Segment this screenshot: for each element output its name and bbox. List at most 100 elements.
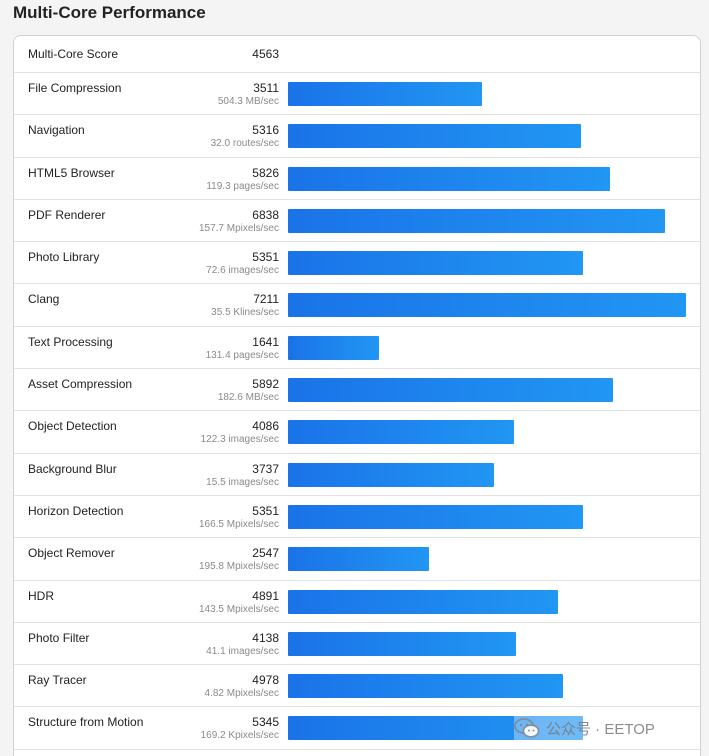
benchmark-score: 5892	[252, 377, 279, 392]
benchmark-score: 5351	[252, 503, 279, 518]
page-title: Multi-Core Performance	[13, 3, 206, 22]
benchmark-name: File Compression	[28, 81, 122, 95]
benchmark-rate: 504.3 MB/sec	[217, 96, 279, 107]
benchmark-score: 5826	[252, 165, 279, 180]
benchmark-score: 5316	[252, 123, 279, 138]
benchmark-row: Photo Library 5351 72.6 images/sec	[14, 242, 700, 285]
score-bar	[288, 631, 517, 656]
benchmark-score: 2547	[252, 546, 279, 561]
score-bar	[288, 462, 495, 487]
benchmark-rate: 122.3 images/sec	[200, 434, 279, 446]
benchmark-row: File Compression 3511 504.3 MB/sec	[14, 73, 700, 116]
benchmark-name: Ray Tracer	[28, 673, 87, 688]
benchmark-rate: 119.3 pages/sec	[206, 180, 279, 192]
benchmark-rate: 32.0 routes/sec	[210, 138, 279, 150]
score-value: 4563	[252, 47, 279, 61]
benchmark-score: 5351	[252, 250, 279, 265]
benchmark-rate: 195.8 Mpixels/sec	[198, 561, 279, 573]
bar-track	[288, 547, 688, 572]
score-bar	[288, 208, 666, 233]
benchmark-name: PDF Renderer	[28, 207, 106, 222]
score-bar	[288, 335, 379, 360]
benchmark-row: Object Detection 4086 122.3 images/sec	[14, 411, 700, 454]
score-bar	[288, 82, 482, 106]
benchmark-list: File Compression 3511 504.3 MB/sec Navigati…	[14, 73, 700, 750]
benchmark-row: Ray Tracer 4978 4.82 Mpixels/sec	[14, 665, 700, 708]
benchmark-rate: 182.6 MB/sec	[217, 392, 279, 404]
benchmark-name: Background Blur	[28, 461, 117, 476]
score-bar	[288, 378, 614, 403]
bar-track	[288, 589, 688, 614]
wechat-icon	[514, 718, 540, 738]
bar-track	[288, 420, 688, 445]
benchmark-rate: 72.6 images/sec	[206, 265, 279, 277]
watermark: 公众号 · EETOP	[514, 716, 655, 740]
benchmark-rate: 143.5 Mpixels/sec	[198, 603, 279, 615]
benchmark-row: Object Remover 2547 195.8 Mpixels/sec	[14, 538, 700, 581]
benchmark-name: Navigation	[28, 123, 85, 138]
bar-track	[288, 462, 688, 487]
benchmark-row: Navigation 5316 32.0 routes/sec	[14, 115, 700, 158]
benchmark-row: Asset Compression 5892 182.6 MB/sec	[14, 369, 700, 412]
bar-track	[288, 674, 688, 699]
benchmark-rate: 35.5 Klines/sec	[211, 307, 279, 319]
bar-track	[288, 251, 688, 276]
benchmark-name: Clang	[28, 292, 60, 307]
bar-track	[288, 124, 688, 149]
benchmark-name: HDR	[28, 588, 54, 603]
benchmark-rate: 4.82 Mpixels/sec	[204, 688, 279, 700]
benchmark-name: Photo Filter	[28, 630, 90, 645]
benchmark-row: HDR 4891 143.5 Mpixels/sec	[14, 581, 700, 623]
score-bar	[288, 166, 610, 191]
benchmark-name: Asset Compression	[28, 377, 133, 392]
benchmark-name: Photo Library	[28, 250, 100, 265]
benchmark-score: 4978	[252, 673, 279, 688]
benchmark-score: 3511	[253, 81, 279, 95]
score-bar	[288, 589, 558, 614]
benchmark-name: Object Remover	[28, 546, 115, 561]
benchmark-score: 1641	[252, 334, 279, 349]
benchmark-rate: 131.4 pages/sec	[205, 349, 279, 361]
benchmark-name: Horizon Detection	[28, 503, 124, 518]
benchmark-score: 4891	[252, 588, 279, 603]
bar-track	[288, 208, 688, 233]
bar-track	[288, 82, 688, 106]
watermark-text: 公众号 · EETOP	[546, 720, 655, 738]
benchmark-score: 4138	[252, 630, 279, 645]
bar-track	[288, 293, 688, 318]
score-bar	[288, 504, 584, 529]
benchmark-rate: 41.1 images/sec	[206, 645, 279, 657]
bar-track	[288, 378, 688, 403]
benchmark-score: 4086	[252, 419, 279, 434]
benchmark-rate: 157.7 Mpixels/sec	[198, 222, 279, 234]
benchmark-rate: 169.2 Kpixels/sec	[200, 730, 279, 742]
score-bar	[288, 293, 686, 318]
benchmark-score: 3737	[252, 461, 279, 476]
score-bar	[288, 251, 584, 276]
score-bar	[288, 124, 582, 149]
benchmark-name: Text Processing	[28, 334, 113, 349]
benchmark-row: Clang 7211 35.5 Klines/sec	[14, 284, 700, 327]
score-label: Multi-Core Score	[28, 47, 119, 61]
benchmark-score: 7211	[253, 292, 279, 307]
benchmark-row: Horizon Detection 5351 166.5 Mpixels/sec	[14, 496, 700, 539]
benchmark-score: 6838	[252, 207, 279, 222]
benchmark-name: Object Detection	[28, 419, 117, 434]
benchmark-score: 5345	[252, 715, 279, 730]
score-bar	[288, 420, 514, 445]
benchmark-row: Text Processing 1641 131.4 pages/sec	[14, 327, 700, 370]
score-bar	[288, 674, 563, 699]
bar-track	[288, 504, 688, 529]
benchmark-name: HTML5 Browser	[28, 165, 115, 180]
multi-core-score-row: Multi-Core Score 4563	[14, 36, 700, 73]
benchmark-rate: 166.5 Mpixels/sec	[198, 518, 279, 530]
benchmark-name: Structure from Motion	[28, 715, 144, 730]
benchmark-row: Background Blur 3737 15.5 images/sec	[14, 454, 700, 496]
benchmark-row: PDF Renderer 6838 157.7 Mpixels/sec	[14, 200, 700, 243]
bar-track	[288, 335, 688, 360]
benchmark-row: HTML5 Browser 5826 119.3 pages/sec	[14, 158, 700, 200]
results-card: Multi-Core Score 4563 File Compression 35…	[13, 35, 701, 756]
score-bar	[288, 547, 429, 572]
bar-track	[288, 631, 688, 656]
